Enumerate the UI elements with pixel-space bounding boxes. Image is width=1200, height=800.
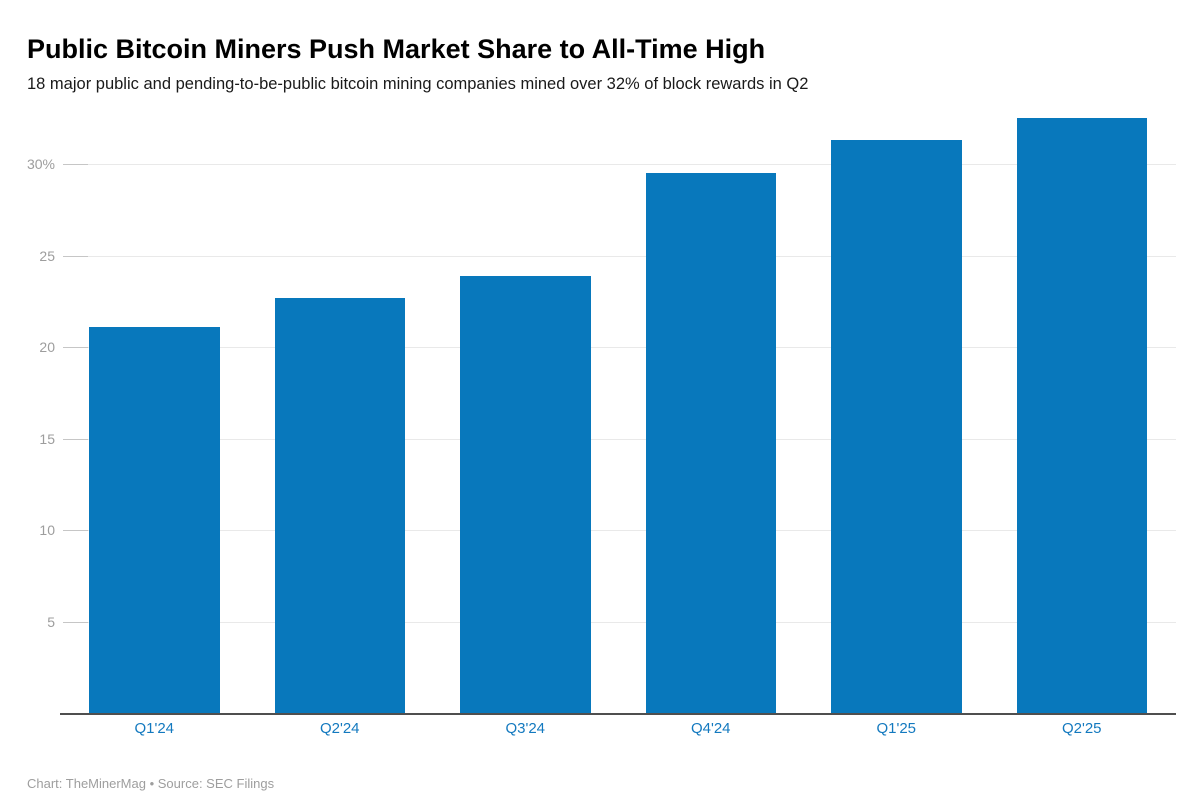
bar-q1-24 <box>89 326 220 713</box>
bar-q2-24 <box>274 297 405 713</box>
y-axis-tick-label: 20 <box>39 339 55 355</box>
y-tick-mark <box>63 255 88 257</box>
bar-q1-25 <box>831 140 962 713</box>
y-gridline <box>63 255 1176 257</box>
bar-q3-24 <box>460 275 591 713</box>
x-axis-label: Q1'25 <box>876 720 917 737</box>
y-tick-mark <box>63 438 88 440</box>
y-axis-tick-label: 30% <box>26 156 55 172</box>
y-axis-tick-label: 15 <box>39 430 55 447</box>
y-gridline <box>63 438 1176 440</box>
x-axis-label: Q2'24 <box>319 720 360 737</box>
y-tick-mark <box>63 164 88 165</box>
x-axis-label: Q4'24 <box>690 720 731 737</box>
page-title: Public Bitcoin Miners Push Market Share … <box>27 34 766 65</box>
y-gridline <box>63 530 1176 531</box>
bar-q2-25 <box>1016 118 1147 713</box>
y-tick-mark <box>63 347 88 348</box>
source-credit: Chart: TheMinerMag • Source: SEC Filings <box>27 776 275 791</box>
y-axis-tick-label: 10 <box>39 522 55 538</box>
y-tick-mark <box>63 621 88 623</box>
y-gridline <box>63 621 1176 623</box>
x-axis-label: Q3'24 <box>505 720 546 737</box>
x-axis-line <box>60 713 1176 715</box>
chart-subtitle: 18 major public and pending-to-be-public… <box>27 74 809 93</box>
x-axis-label: Q2'25 <box>1061 720 1102 737</box>
x-axis-label: Q1'24 <box>134 720 175 737</box>
bar-q4-24 <box>645 173 776 713</box>
y-gridline <box>63 164 1176 165</box>
y-axis-tick-label: 5 <box>47 613 55 630</box>
y-gridline <box>63 347 1176 348</box>
y-tick-mark <box>63 530 88 531</box>
y-axis-tick-label: 25 <box>39 247 55 264</box>
